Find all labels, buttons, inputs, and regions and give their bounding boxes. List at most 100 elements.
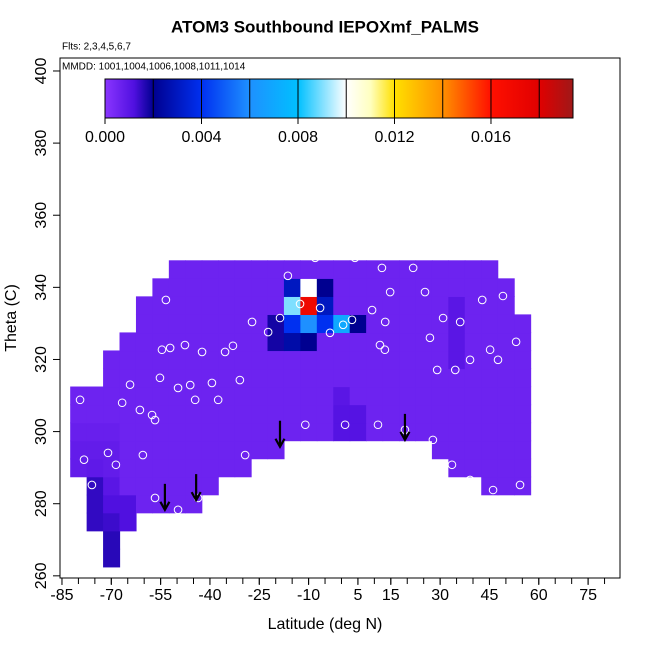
heatmap-cell [514, 332, 532, 352]
sample-point [190, 395, 200, 405]
heatmap-cell [218, 314, 236, 334]
sample-point [155, 373, 165, 383]
heatmap-cell [283, 278, 301, 297]
sample-point [310, 253, 320, 263]
heatmap-cell [366, 296, 384, 315]
heatmap-cell [464, 404, 482, 424]
heatmap-cell [185, 440, 203, 460]
heatmap-cell [152, 368, 170, 388]
colorbar-tick-label: 0.016 [471, 129, 511, 146]
heatmap-cell [119, 494, 137, 514]
sample-point [340, 420, 350, 430]
heatmap-cell [283, 260, 301, 279]
heatmap-cell [135, 368, 154, 388]
heatmap-cell [185, 458, 203, 478]
heatmap-cell [234, 350, 252, 370]
x-axis-label: Latitude (deg N) [268, 616, 383, 633]
sample-point [150, 415, 160, 425]
sample-point [240, 450, 250, 460]
heatmap-cell [119, 476, 137, 496]
sample-point [173, 505, 183, 515]
heatmap-cell [70, 422, 88, 442]
heatmap-cell [218, 368, 236, 388]
heatmap-cell [185, 476, 203, 496]
heatmap-cell [283, 386, 301, 406]
heatmap-cell [497, 404, 515, 424]
heatmap-cell [415, 296, 433, 315]
heatmap-cell [168, 476, 186, 496]
heatmap-cell [481, 332, 499, 352]
sample-point [325, 328, 335, 338]
heatmap-cell [415, 386, 433, 406]
sample-point [465, 475, 475, 485]
colorbar-fill [104, 78, 574, 119]
heatmap-cell [185, 296, 203, 315]
heatmap-cell [267, 368, 285, 388]
heatmap-cell [103, 458, 121, 478]
heatmap-cell [251, 314, 269, 334]
heatmap-cell [448, 350, 466, 370]
sample-point [465, 355, 475, 365]
heatmap-cell [86, 440, 104, 460]
colorbar: 0.000 0.004 0.008 0.012 0.016 [85, 78, 574, 146]
heatmap-cell [415, 278, 433, 297]
heatmap-cell [70, 440, 88, 460]
heatmap-cell [152, 332, 170, 352]
sample-point [447, 460, 457, 470]
heatmap-cell [349, 404, 367, 424]
heatmap-cell [300, 404, 318, 424]
sample-point [367, 305, 377, 315]
heatmap-cell [514, 440, 532, 460]
heatmap-cell [399, 386, 417, 406]
heatmap-cell [366, 314, 384, 334]
heatmap-cell [497, 368, 515, 388]
heatmap-cell [251, 350, 269, 370]
heatmap-cell [349, 350, 367, 370]
heatmap-cell [481, 314, 499, 334]
heatmap-cell [382, 332, 400, 352]
sample-point [180, 340, 190, 350]
heatmap-cell [135, 440, 154, 460]
sample-point [498, 291, 508, 301]
sample-point [147, 410, 157, 420]
heatmap-cell [267, 332, 285, 352]
heatmap-cell [103, 386, 121, 406]
sample-point [197, 347, 207, 357]
heatmap-cell [448, 422, 466, 442]
heatmap-cell [283, 350, 301, 370]
heatmap-cell [481, 296, 499, 315]
heatmap-cell [415, 314, 433, 334]
heatmap-cell [481, 440, 499, 460]
heatmap-cell [316, 404, 334, 424]
arrow [399, 413, 411, 443]
heatmap-cell [218, 440, 236, 460]
heatmap-cell [185, 260, 203, 279]
heatmap-cell [366, 404, 384, 424]
heatmap-cell [497, 332, 515, 352]
x-tick-label: 75 [579, 587, 597, 604]
sample-point [493, 355, 503, 365]
heatmap-cell [464, 350, 482, 370]
heatmap-cell [218, 404, 236, 424]
heatmap-cell [251, 386, 269, 406]
heatmap-cell [251, 440, 269, 460]
heatmap-cell [251, 260, 269, 279]
heatmap-cell [267, 404, 285, 424]
heatmap-cell [349, 332, 367, 352]
y-tick-label: 300 [33, 418, 50, 445]
heatmap-cell [382, 260, 400, 279]
heatmap-cell [415, 350, 433, 370]
heatmap-cell [168, 494, 186, 514]
heatmap-cell [366, 332, 384, 352]
heatmap-cell [201, 476, 219, 496]
sample-point [438, 313, 448, 323]
heatmap-cell [185, 422, 203, 442]
heatmap-cell [497, 422, 515, 442]
heatmap-cell [316, 314, 334, 334]
heatmap-cell [201, 422, 219, 442]
heatmap-cell [333, 260, 351, 279]
sample-point [150, 493, 160, 503]
sample-point [75, 395, 85, 405]
heatmap-cell [349, 314, 367, 334]
sample-point [338, 320, 348, 330]
